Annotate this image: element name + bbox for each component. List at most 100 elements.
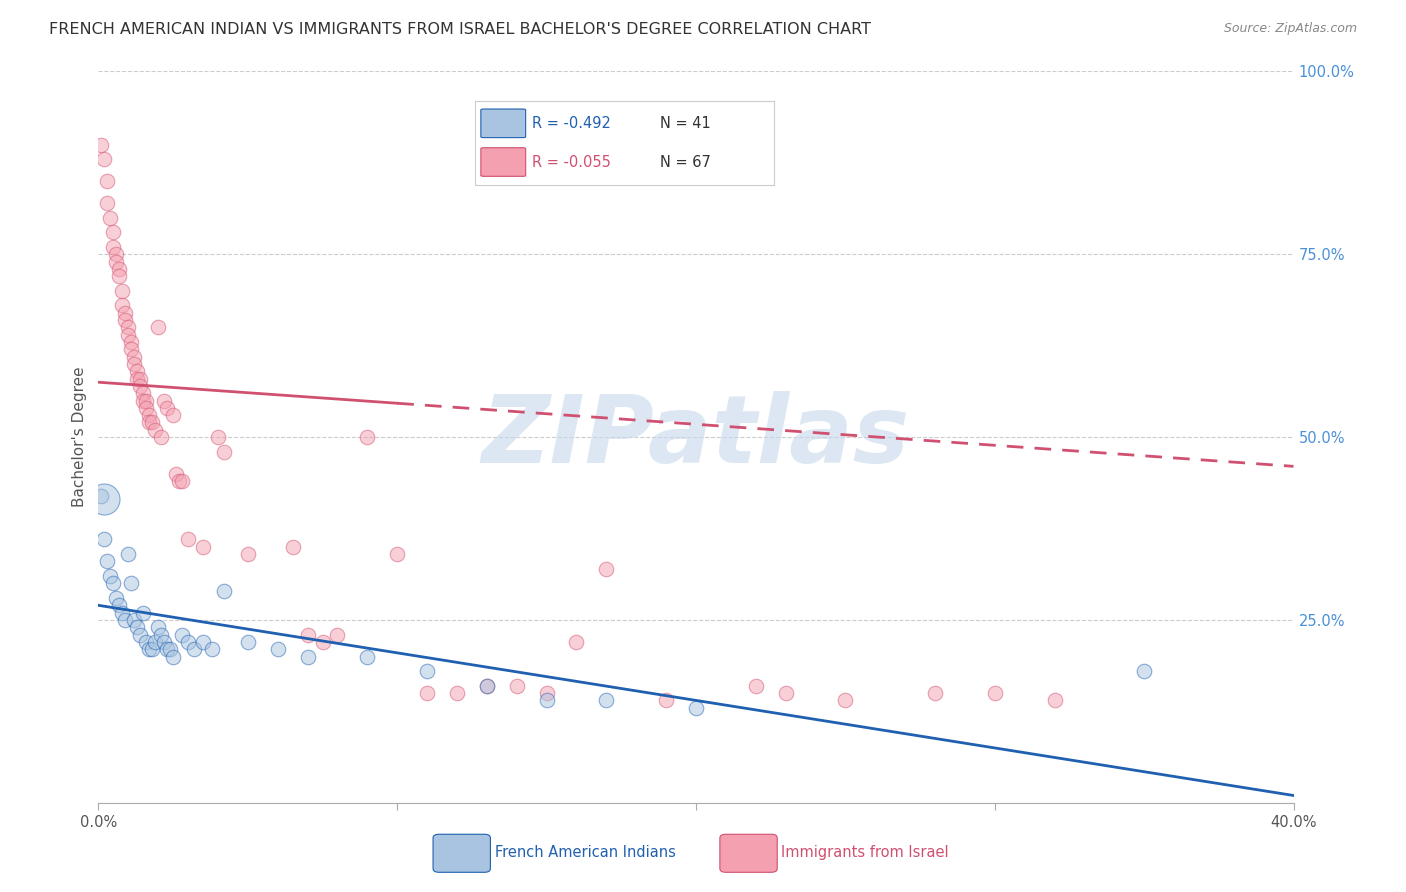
- Point: [416, 664, 439, 678]
- Point: [117, 547, 139, 561]
- Point: [132, 393, 155, 408]
- Point: [132, 606, 155, 620]
- Point: [96, 174, 118, 188]
- Point: [745, 679, 768, 693]
- FancyBboxPatch shape: [433, 834, 491, 872]
- Point: [475, 679, 498, 693]
- Point: [297, 649, 319, 664]
- Point: [90, 137, 112, 152]
- Point: [135, 401, 157, 415]
- Text: ZIPatlas: ZIPatlas: [482, 391, 910, 483]
- Point: [103, 240, 125, 254]
- Text: FRENCH AMERICAN INDIAN VS IMMIGRANTS FROM ISRAEL BACHELOR'S DEGREE CORRELATION C: FRENCH AMERICAN INDIAN VS IMMIGRANTS FRO…: [49, 22, 872, 37]
- Point: [153, 393, 176, 408]
- Point: [138, 642, 160, 657]
- Point: [103, 225, 125, 239]
- Point: [326, 627, 349, 641]
- Point: [129, 379, 152, 393]
- Point: [114, 613, 136, 627]
- Point: [236, 635, 259, 649]
- Text: Immigrants from Israel: Immigrants from Israel: [780, 845, 949, 860]
- Point: [120, 576, 142, 591]
- Point: [162, 649, 184, 664]
- Point: [148, 620, 170, 634]
- Point: [212, 444, 235, 458]
- Point: [93, 533, 115, 547]
- Point: [385, 547, 409, 561]
- Point: [135, 635, 157, 649]
- Point: [120, 343, 142, 357]
- Point: [105, 247, 128, 261]
- Point: [108, 599, 131, 613]
- Point: [924, 686, 946, 700]
- Point: [156, 401, 179, 415]
- Point: [1043, 693, 1066, 707]
- Point: [172, 627, 194, 641]
- Point: [201, 642, 224, 657]
- Point: [150, 430, 173, 444]
- Point: [124, 350, 146, 364]
- Point: [129, 627, 152, 641]
- Point: [595, 693, 617, 707]
- Point: [172, 474, 194, 488]
- Point: [536, 693, 558, 707]
- Text: French American Indians: French American Indians: [495, 845, 676, 860]
- Point: [311, 635, 333, 649]
- Point: [153, 635, 176, 649]
- Point: [475, 679, 498, 693]
- Point: [98, 211, 122, 225]
- Point: [138, 416, 160, 430]
- Point: [96, 196, 118, 211]
- Point: [506, 679, 529, 693]
- Point: [177, 533, 200, 547]
- Point: [156, 642, 179, 657]
- Point: [111, 284, 134, 298]
- Point: [124, 613, 146, 627]
- Point: [595, 562, 617, 576]
- Point: [446, 686, 468, 700]
- Point: [177, 635, 200, 649]
- Point: [127, 620, 149, 634]
- Point: [281, 540, 304, 554]
- Point: [167, 474, 190, 488]
- Point: [129, 371, 152, 385]
- Point: [191, 635, 214, 649]
- Point: [356, 649, 378, 664]
- Point: [111, 298, 134, 312]
- Point: [165, 467, 187, 481]
- Point: [117, 327, 139, 342]
- Point: [356, 430, 378, 444]
- Point: [536, 686, 558, 700]
- Text: Source: ZipAtlas.com: Source: ZipAtlas.com: [1223, 22, 1357, 36]
- Point: [96, 554, 118, 568]
- Point: [141, 416, 163, 430]
- Point: [267, 642, 290, 657]
- Point: [565, 635, 588, 649]
- Point: [143, 423, 166, 437]
- Point: [834, 693, 856, 707]
- Point: [416, 686, 439, 700]
- Point: [108, 269, 131, 284]
- Point: [138, 408, 160, 422]
- Point: [93, 152, 115, 166]
- Point: [685, 160, 707, 174]
- FancyBboxPatch shape: [720, 834, 778, 872]
- Point: [132, 386, 155, 401]
- Point: [105, 591, 128, 605]
- Point: [105, 254, 128, 268]
- Y-axis label: Bachelor's Degree: Bachelor's Degree: [72, 367, 87, 508]
- Point: [127, 364, 149, 378]
- Point: [984, 686, 1007, 700]
- Point: [162, 408, 184, 422]
- Point: [120, 334, 142, 349]
- Point: [148, 320, 170, 334]
- Point: [114, 306, 136, 320]
- Point: [183, 642, 205, 657]
- Point: [207, 430, 229, 444]
- Point: [212, 583, 235, 598]
- Point: [1133, 664, 1156, 678]
- Point: [297, 627, 319, 641]
- Point: [775, 686, 797, 700]
- Point: [98, 569, 122, 583]
- Point: [135, 393, 157, 408]
